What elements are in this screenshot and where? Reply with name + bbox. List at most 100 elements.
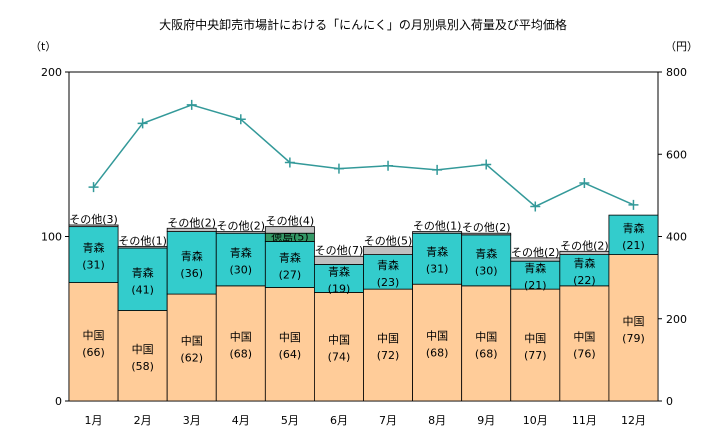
- bar-label-中国: 中国: [524, 332, 546, 345]
- bar-segment-中国: [608, 254, 659, 402]
- bar-segment-その他: [314, 255, 364, 265]
- bar-segment-青森: [559, 254, 610, 287]
- bar-value-青森: (27): [279, 268, 302, 281]
- bar-value-中国: (68): [426, 347, 449, 360]
- bar-label-青森: 青森: [230, 246, 252, 260]
- bar-segment-青森: [461, 234, 512, 287]
- price-point-marker: [530, 201, 541, 212]
- bar-label-other: その他(7): [315, 244, 364, 257]
- right-tick-label: 800: [666, 66, 687, 79]
- price-point-marker: [186, 99, 197, 110]
- bar-label-other: その他(2): [560, 239, 609, 252]
- x-tick-label: 6月: [330, 414, 348, 427]
- bar-segment-青森: [510, 260, 561, 290]
- bar-value-中国: (64): [279, 348, 302, 361]
- chart-title: 大阪府中央卸売市場計における「にんにく」の月別県別入荷量及び平均価格: [159, 17, 567, 32]
- bar-segment-中国: [461, 285, 512, 402]
- bar-label-other: その他(2): [216, 220, 265, 233]
- bar-segment-その他: [166, 227, 217, 232]
- right-axis-unit: （円）: [665, 40, 698, 53]
- bar-value-青森: (31): [82, 259, 105, 272]
- bar-value-中国: (68): [475, 347, 498, 360]
- price-point-marker: [481, 159, 492, 170]
- bar-segment-その他: [363, 245, 413, 255]
- bar-label-青森: 青森: [83, 241, 105, 255]
- right-tick-label: 0: [666, 395, 673, 408]
- x-tick-label: 8月: [428, 414, 446, 427]
- x-tick-label: 9月: [477, 414, 495, 427]
- bar-value-中国: (77): [524, 349, 547, 362]
- x-tick-label: 2月: [134, 414, 152, 427]
- x-tick-label: 7月: [379, 414, 397, 427]
- left-tick-label: 200: [41, 66, 62, 79]
- bar-label-青森: 青森: [524, 261, 546, 275]
- bar-label-other: その他(1): [413, 220, 462, 233]
- bar-value-中国: (79): [622, 332, 645, 345]
- bar-label-other: その他(4): [266, 215, 315, 228]
- x-axis-labels: 1月 2月 3月 4月 5月 6月 7月 8月 9月 10月 11月 12月: [85, 414, 646, 427]
- bar-segment-中国: [215, 285, 266, 402]
- bar-segment-その他: [68, 224, 119, 228]
- price-point-marker: [432, 164, 443, 175]
- price-point-marker: [137, 118, 148, 129]
- bar-label-中国: 中国: [377, 332, 399, 345]
- bar-label-青森: 青森: [573, 256, 595, 270]
- price-point-marker: [333, 163, 344, 174]
- left-axis: 0 100 200: [41, 66, 69, 408]
- x-tick-label: 1月: [85, 414, 103, 427]
- price-point-marker: [235, 114, 246, 125]
- bar-value-中国: (68): [229, 347, 252, 360]
- bar-segment-中国: [412, 283, 463, 402]
- bar-label-other: その他(3): [69, 213, 118, 226]
- x-tick-label: 3月: [183, 414, 201, 427]
- bar-segment-青森: [215, 232, 266, 287]
- bar-value-中国: (62): [180, 352, 203, 365]
- price-point-marker: [383, 160, 394, 171]
- bar-value-青森: (22): [573, 274, 596, 287]
- bar-label-中国: 中国: [328, 334, 350, 347]
- price-line: [88, 99, 639, 212]
- bar-segment-その他: [412, 231, 463, 234]
- bar-segment-青森: [608, 214, 659, 255]
- x-tick-label: 10月: [523, 414, 548, 427]
- price-point-marker: [284, 157, 295, 168]
- x-tick-label: 5月: [281, 414, 299, 427]
- bar-label-青森: 青森: [377, 258, 399, 272]
- left-tick-label: 100: [41, 231, 62, 244]
- bar-label-青森: 青森: [475, 246, 497, 260]
- price-polyline: [92, 104, 634, 208]
- bar-segment-中国: [510, 288, 561, 402]
- bar-segment-中国: [559, 285, 610, 402]
- bar-segment-その他: [264, 226, 315, 234]
- bar-label-青森: 青森: [426, 245, 448, 259]
- bar-value-青森: (36): [180, 267, 203, 280]
- bar-label-other: その他(5): [364, 234, 413, 247]
- x-tick-label: 4月: [232, 414, 250, 427]
- bar-value-青森: (41): [131, 283, 154, 296]
- price-point-marker: [88, 182, 99, 193]
- price-point-marker: [579, 178, 590, 189]
- bar-value-青森: (31): [426, 263, 449, 276]
- bar-segment-中国: [264, 287, 315, 402]
- bar-label-中国: 中国: [83, 329, 105, 342]
- right-tick-label: 400: [666, 231, 687, 244]
- stacked-bars: 中国 (66) 青森 (31) その他(3) 中国 (58) 青森 (41) その他(1) 中国 (6…: [68, 213, 659, 402]
- x-tick-label: 11月: [572, 414, 597, 427]
- bar-label-中国: 中国: [622, 315, 644, 328]
- price-point-marker: [628, 199, 639, 210]
- bar-value-青森: (21): [622, 239, 645, 252]
- bar-label-other: その他(2): [462, 221, 511, 234]
- bar-label-青森: 青森: [622, 221, 644, 235]
- bar-value-中国: (76): [573, 347, 596, 360]
- bar-value-中国: (58): [131, 360, 154, 373]
- bar-label-中国: 中国: [181, 335, 203, 348]
- right-tick-label: 200: [666, 313, 687, 326]
- bar-segment-中国: [117, 310, 168, 402]
- bar-label-青森: 青森: [181, 249, 203, 263]
- bar-label-other: その他(1): [118, 234, 167, 247]
- bar-segment-青森: [264, 241, 315, 288]
- bar-label-中国: 中国: [426, 330, 448, 343]
- x-tick-label: 12月: [621, 414, 646, 427]
- bar-value-青森: (30): [475, 264, 498, 277]
